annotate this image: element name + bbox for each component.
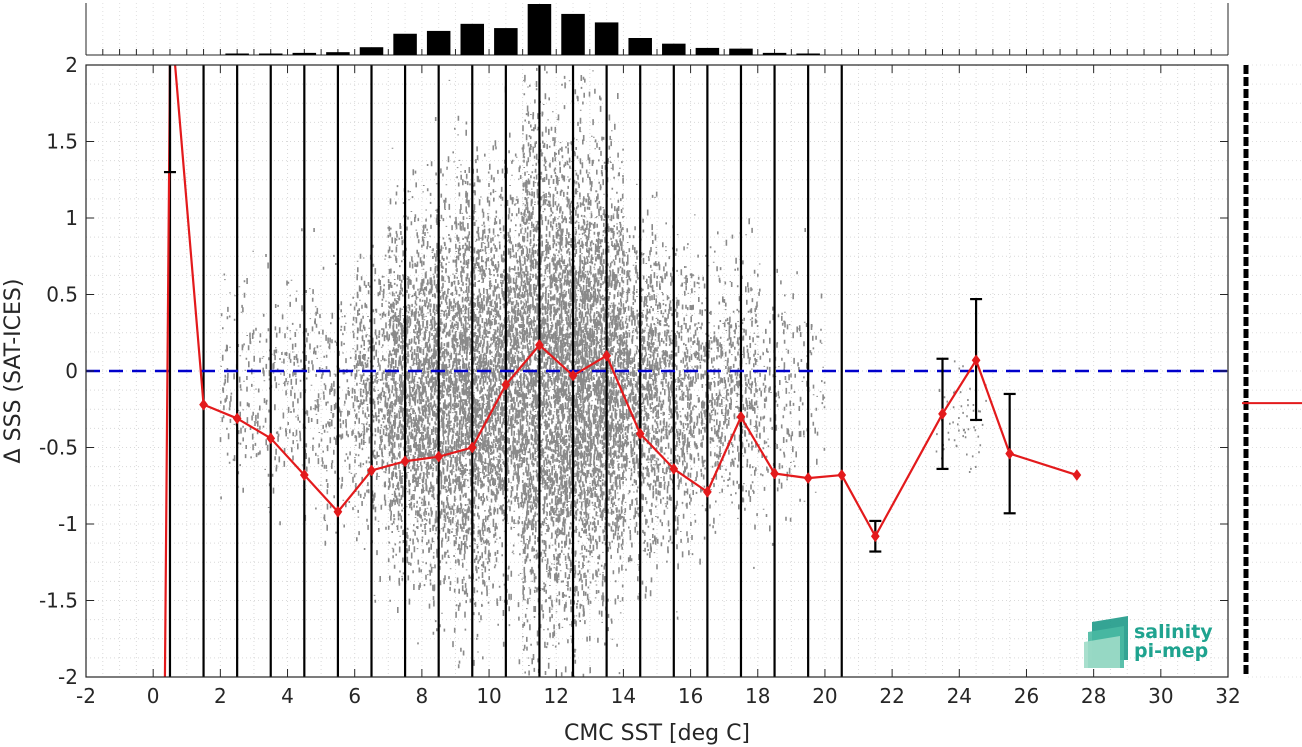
x-tick-label: 20 [812,684,837,708]
data-point [400,455,410,468]
data-point [870,530,880,543]
hist-bar [258,53,283,55]
x-tick-label: 12 [544,684,569,708]
logo-wave-icon [1084,636,1120,668]
hist-bar [594,22,619,56]
x-tick-label: 6 [348,684,361,708]
series-group [163,65,1078,677]
data-point [333,505,343,518]
scatter-points [219,65,987,677]
data-point [535,339,544,351]
x-tick-label: 32 [1215,684,1240,708]
error-bar [163,65,176,174]
data-point [669,463,679,475]
data-point [602,349,611,362]
hist-bar [527,4,552,55]
y-tick-label: 0 [65,359,78,383]
hist-bar [225,53,249,55]
histogram-panel [85,3,1229,56]
data-point [367,464,376,477]
data-point [568,369,578,382]
x-tick-label: 24 [947,684,972,708]
logo-line2: pi-mep [1134,640,1208,662]
data-point [1005,447,1015,460]
y-tick-label: 1 [65,206,78,230]
data-point [703,486,712,498]
hist-bar [460,23,485,55]
data-point [837,469,847,481]
y-tick-label: -1 [58,512,78,536]
hist-bar [359,47,384,55]
y-tick-label: 1.5 [46,130,78,154]
hist-bar [628,38,652,55]
data-point [467,441,477,454]
scatter-cloud [219,65,987,677]
data-point [635,427,645,440]
data-point [938,408,947,420]
hist-bar [393,33,417,55]
data-point [232,412,242,425]
x-tick-label: 10 [476,684,501,708]
axes: -2 0 2 4 6 8 10 12 14 16 18 20 22 24 26 28 30 32-2-1.5-1-… [39,53,1241,708]
y-tick-label: -2 [58,665,78,689]
x-tick-label: 2 [214,684,227,708]
series-line [163,65,1078,677]
data-point [770,467,779,480]
y-tick-label: 2 [65,53,78,77]
hist-bar [729,48,753,55]
x-axis-label: CMC SST [deg C] [564,721,750,746]
x-tick-label: 8 [416,684,429,708]
x-tick-label: 18 [745,684,770,708]
data-point [199,398,208,411]
y-tick-label: 0.5 [46,283,78,307]
x-tick-label: 28 [1081,684,1106,708]
y-axis-label: Δ SSS (SAT-ICES) [1,279,26,464]
hist-bar [695,47,720,55]
x-tick-label: 16 [678,684,703,708]
data-point [1072,469,1082,481]
markers [199,339,1082,543]
data-point [434,450,444,463]
hist-bar [326,52,350,55]
y-tick-label: -1.5 [39,589,78,613]
data-point [803,472,813,484]
data-point [501,378,511,391]
plot-area [86,65,1228,677]
hist-bar [426,30,451,55]
hist-bar [662,43,686,55]
hist-bar [796,53,820,55]
logo-line1: salinity [1134,621,1213,643]
data-point [299,469,309,481]
y-tick-label: -0.5 [39,436,78,460]
side-marginal-panel [1242,64,1302,678]
hist-bar [762,52,787,55]
hist-bar [561,13,585,55]
data-point [266,432,276,445]
x-tick-label: 30 [1148,684,1173,708]
x-tick-label: -2 [76,684,96,708]
x-tick-label: 4 [281,684,294,708]
x-tick-label: 22 [879,684,904,708]
x-tick-label: 14 [611,684,636,708]
x-tick-label: 26 [1014,684,1039,708]
data-point [971,354,981,367]
data-point [736,411,746,423]
hist-bar [494,28,518,55]
hist-bar [292,52,317,55]
x-tick-label: 0 [147,684,160,708]
